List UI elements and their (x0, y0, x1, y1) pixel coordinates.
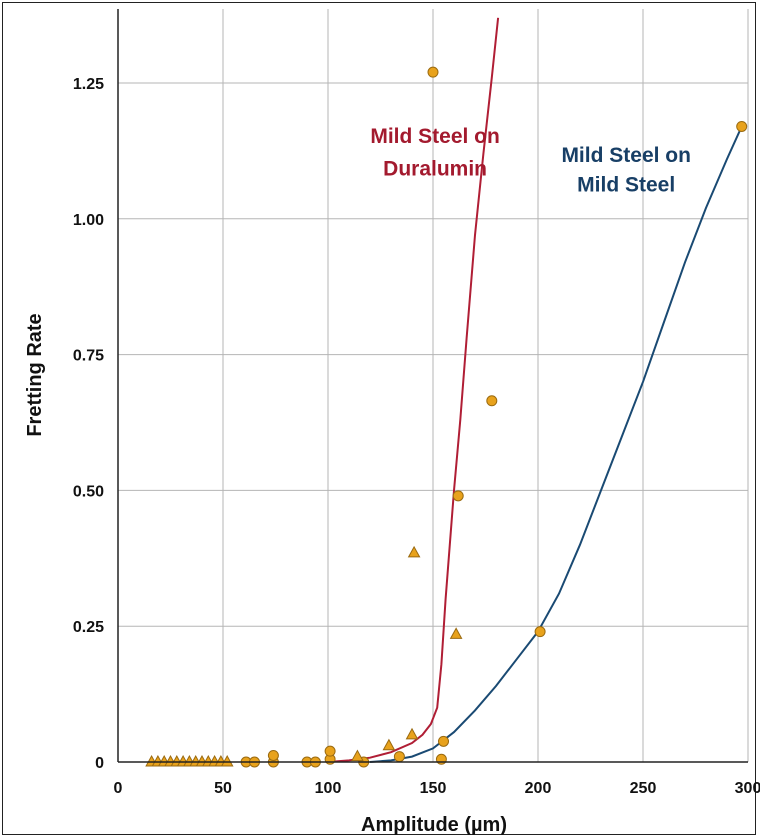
grid (117, 9, 749, 762)
annotations: Mild Steel on Duralumin Mild Steel on Mild … (370, 125, 691, 197)
circle-marker (452, 490, 464, 502)
y-axis-title: Fretting Rate (24, 313, 46, 436)
circle-marker (438, 735, 449, 747)
triangle-marker (351, 749, 364, 762)
triangle-marker (405, 727, 419, 740)
curve-annotation: Mild Steel on (561, 144, 691, 167)
y-tick-label: 0.25 (73, 619, 104, 636)
circle-marker (736, 120, 748, 132)
y-tick-label: 0.75 (73, 348, 104, 365)
circle-marker (435, 753, 447, 765)
circle-marker (324, 745, 336, 757)
curve-annotation: Mild Steel (577, 174, 675, 197)
circle-marker (486, 395, 498, 407)
y-tick-label: 1.00 (73, 212, 104, 229)
x-tick-label: 50 (214, 780, 232, 797)
circle-marker (393, 751, 405, 763)
triangle-marker (382, 738, 396, 751)
axes (117, 9, 748, 763)
y-tick-label: 1.25 (73, 76, 104, 93)
x-tick-label: 150 (420, 780, 447, 797)
x-axis-title: Amplitude (µm) (361, 814, 507, 836)
circle-marker (427, 66, 439, 78)
curve-annotation: Mild Steel on (370, 125, 500, 148)
triangle-marker (449, 627, 463, 639)
fit-curve (369, 126, 743, 763)
triangle-marker (220, 754, 234, 767)
triangle-marker (407, 545, 421, 558)
tick-labels: 0 50 100 150 200 250 300 0 0.25 0.50 0.75 1.00 1.25 (73, 76, 760, 797)
curves (327, 17, 743, 763)
y-tick-label: 0.50 (73, 483, 104, 500)
circle-marker (534, 626, 546, 638)
curve-annotation: Duralumin (383, 157, 487, 180)
x-tick-label: 100 (315, 780, 342, 797)
y-tick-label: 0 (95, 755, 104, 772)
x-tick-label: 200 (525, 780, 552, 797)
x-tick-label: 300 (735, 780, 760, 797)
circle-marker (267, 749, 279, 761)
x-tick-label: 250 (630, 780, 657, 797)
fit-curve (327, 17, 500, 763)
x-tick-label: 0 (114, 780, 123, 797)
